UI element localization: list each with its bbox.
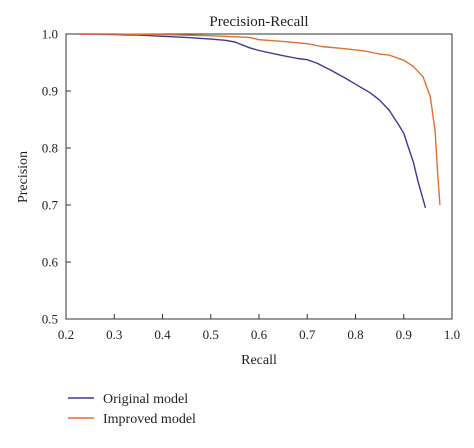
legend: Original model Improved model bbox=[68, 392, 196, 427]
y-tick-label: 0.8 bbox=[42, 141, 58, 156]
legend-label: Improved model bbox=[103, 412, 196, 427]
x-axis: 0.2 0.3 0.4 0.5 0.6 0.7 0.8 0.9 1.0 bbox=[58, 314, 460, 342]
legend-label: Original model bbox=[103, 392, 188, 407]
series-lines bbox=[78, 33, 441, 209]
y-axis: 0.5 0.6 0.7 0.8 0.9 1.0 bbox=[42, 27, 71, 327]
y-tick-label: 1.0 bbox=[42, 27, 58, 42]
x-tick-label: 1.0 bbox=[444, 327, 460, 342]
x-tick-label: 0.7 bbox=[299, 327, 316, 342]
series-line-original-model bbox=[78, 33, 427, 209]
x-tick-label: 0.4 bbox=[154, 327, 171, 342]
x-tick-label: 0.2 bbox=[58, 327, 74, 342]
x-axis-title: Recall bbox=[241, 353, 277, 368]
x-tick-label: 0.3 bbox=[106, 327, 122, 342]
y-tick-label: 0.5 bbox=[42, 312, 58, 327]
chart-title: Precision-Recall bbox=[209, 14, 308, 30]
x-tick-label: 0.8 bbox=[347, 327, 363, 342]
y-tick-label: 0.6 bbox=[42, 255, 59, 270]
y-axis-title: Precision bbox=[16, 151, 31, 203]
x-tick-label: 0.9 bbox=[396, 327, 412, 342]
x-tick-label: 0.6 bbox=[251, 327, 268, 342]
x-tick-label: 0.5 bbox=[203, 327, 219, 342]
y-tick-label: 0.7 bbox=[42, 198, 59, 213]
y-tick-label: 0.9 bbox=[42, 84, 58, 99]
plot-frame bbox=[65, 33, 453, 320]
series-line-improved-model bbox=[78, 33, 441, 206]
